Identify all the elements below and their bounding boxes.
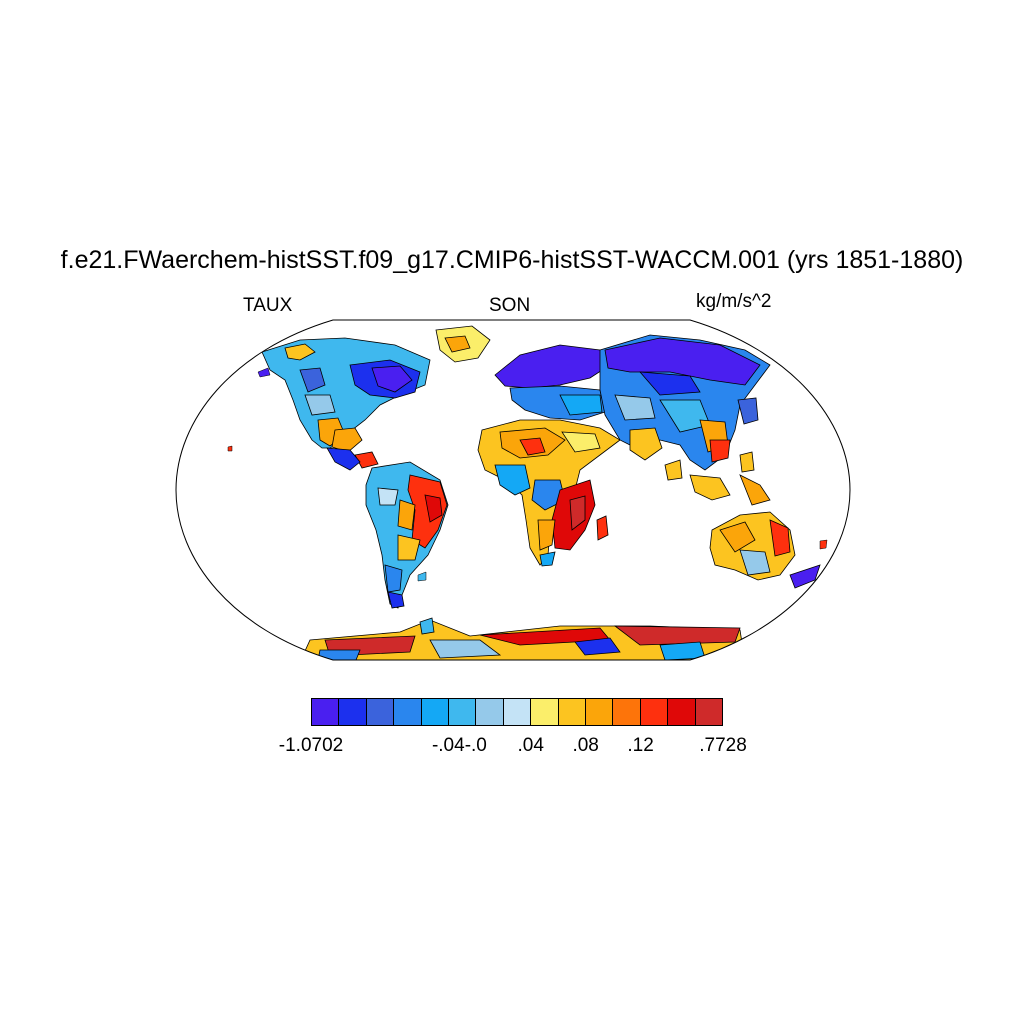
units-label: kg/m/s^2: [696, 291, 772, 312]
colorbar-cell: [613, 699, 641, 725]
colorbar-cell: [503, 699, 532, 725]
colorbar-cell: [339, 699, 367, 725]
colorbar-cell: [449, 699, 477, 725]
antarctica: [299, 617, 746, 660]
australia: [709, 511, 821, 589]
colorbar-cell: [695, 699, 723, 725]
colorbar-label: .08: [572, 735, 599, 756]
colorbar-cell: [640, 699, 669, 725]
land-fields: [227, 325, 828, 660]
colorbar-label: .7728: [699, 735, 747, 756]
south-america: [365, 461, 449, 609]
europe-africa: [477, 344, 621, 567]
colorbar-label: -1.0702: [278, 735, 344, 756]
colorbar-cell: [312, 699, 340, 725]
map-border: [175, 319, 851, 661]
colorbar-cell: [421, 699, 450, 725]
colorbar: [311, 698, 723, 726]
colorbar-label: -.0: [464, 735, 487, 756]
colorbar-cell: [586, 699, 614, 725]
colorbar-cell: [558, 699, 587, 725]
colorbar-cell: [366, 699, 395, 725]
asia: [599, 334, 771, 506]
season-label: SON: [489, 295, 531, 316]
colorbar-label: -.04: [431, 735, 465, 756]
plot-title: f.e21.FWaerchem-histSST.f09_g17.CMIP6-hi…: [60, 246, 964, 274]
islands: [227, 367, 828, 582]
north-america: [261, 325, 491, 471]
colorbar-cell: [476, 699, 504, 725]
colorbar-label: .04: [517, 735, 544, 756]
colorbar-cell: [668, 699, 696, 725]
colorbar-cell: [531, 699, 559, 725]
variable-label: TAUX: [243, 295, 293, 316]
colorbar-label: .12: [627, 735, 654, 756]
colorbar-cell: [394, 699, 422, 725]
